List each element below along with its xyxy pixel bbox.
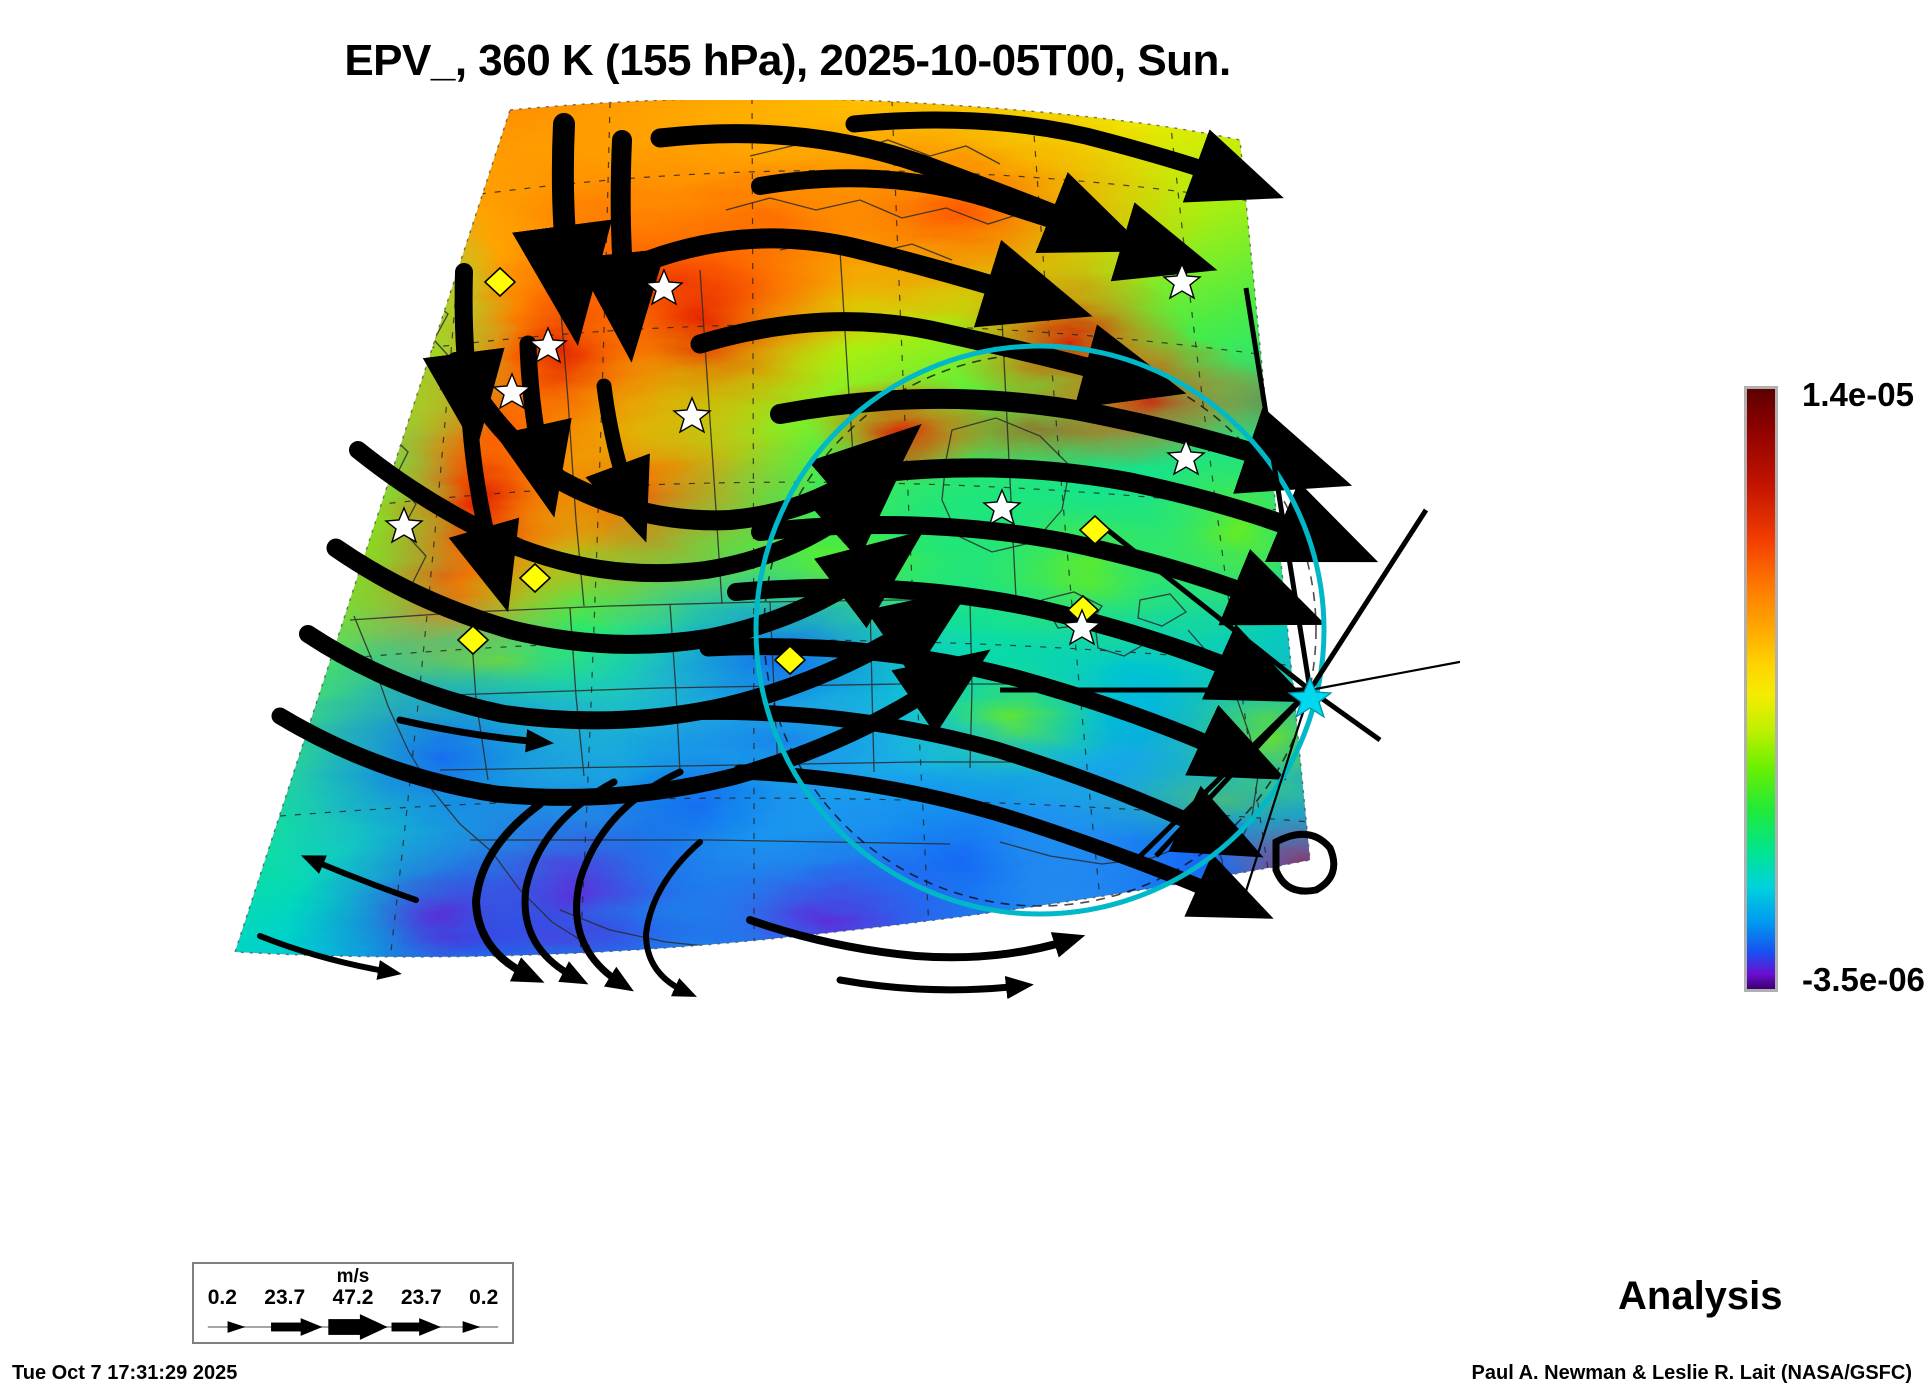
legend-value: 0.2 (469, 1286, 499, 1309)
legend-units-label: m/s (336, 1266, 370, 1287)
white-star-markers[interactable] (384, 262, 1206, 646)
radial-track-lines (1000, 287, 1429, 868)
radial-track-lines-thin (1238, 660, 1460, 911)
page-title: EPV_, 360 K (155 hPa), 2025-10-05T00, Su… (344, 36, 1231, 85)
colorbar-min-label: -3.5e-06 (1802, 961, 1925, 998)
colorbar: 1.4e-05 -3.5e-06 (1744, 376, 1925, 1006)
colorbar-max-label: 1.4e-05 (1802, 376, 1914, 413)
map-panel[interactable] (140, 100, 1460, 1000)
cyan-star-marker[interactable] (1287, 676, 1333, 719)
legend-value: 23.7 (264, 1286, 306, 1309)
legend-value: 47.2 (332, 1286, 374, 1309)
legend-value: 0.2 (207, 1286, 237, 1309)
yellow-diamond-markers[interactable] (456, 266, 1112, 676)
legend-value: 23.7 (400, 1286, 442, 1309)
legend-arrow-scale (207, 1314, 499, 1340)
analysis-label: Analysis (1618, 1274, 1783, 1318)
flight-circle (753, 343, 1327, 917)
legend-values: 0.2 23.7 47.2 23.7 0.2 (194, 1286, 512, 1310)
generation-timestamp: Tue Oct 7 17:31:29 2025 (12, 1362, 238, 1384)
wind-streamlines (257, 111, 1379, 1000)
author-credit: Paul A. Newman & Leslie R. Lait (NASA/GS… (1471, 1362, 1912, 1384)
colorbar-gradient (1744, 386, 1778, 992)
wind-speed-legend: m/s 0.2 23.7 47.2 23.7 0.2 (192, 1262, 514, 1344)
